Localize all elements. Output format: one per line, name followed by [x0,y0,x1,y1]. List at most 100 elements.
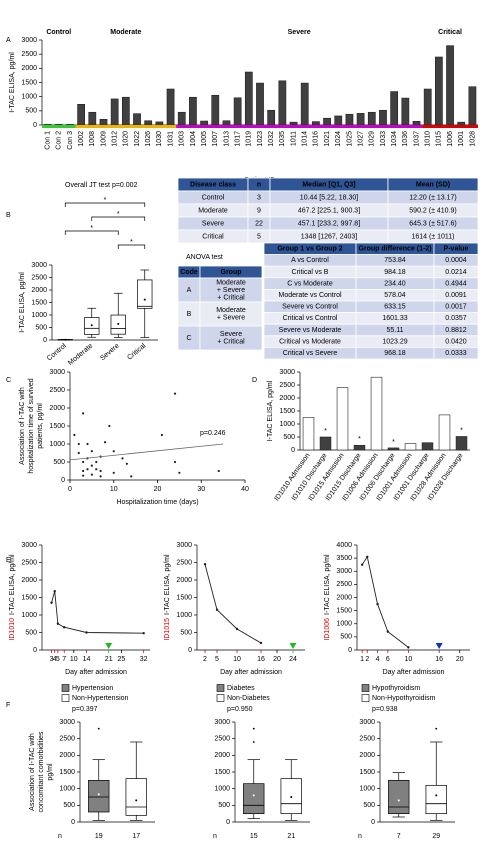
x-tick-label: 1003 [179,131,186,147]
point [82,469,85,473]
significance-mark: * [117,211,120,218]
table-text: 0.0017 [445,304,467,311]
x-tick-label: 16 [435,656,443,663]
n-value: 7 [397,833,401,840]
n-value: 29 [432,833,440,840]
mean [117,322,120,325]
point [173,392,177,395]
x-tick-label: Con 2 [56,131,63,150]
test-annotation: Overall JT test p=0.002 [65,182,138,189]
bar [336,387,349,451]
y-tick-label: 1000 [49,441,65,448]
table-text: 753.84 [384,257,406,264]
point [407,646,410,649]
point [95,460,98,464]
bar [189,96,197,126]
y-tick-label: 2500 [31,274,47,281]
legend-label: Hypertension [72,685,113,692]
y-tick-label: 1500 [21,594,37,601]
mean [64,338,67,341]
table-text: 457.1 [233.2, 997.8] [298,220,360,227]
bar [121,96,130,126]
x-tick-label: 40 [241,486,249,493]
point [90,464,93,467]
n-value: 21 [287,833,295,840]
group-label: Control [46,29,71,36]
x-tick-label: 1013 [223,131,230,147]
point [95,468,98,471]
table-header: Code [180,269,198,276]
y-tick-label: 2000 [21,65,37,72]
y-tick-label: 500 [35,324,47,331]
x-tick-label: 1007 [212,131,219,147]
table-text: C vs Moderate [287,280,333,287]
x-tick-label: 1014 [302,131,309,147]
y-tick-label: 2000 [279,395,295,402]
y-tick-label: 2500 [214,736,230,743]
y-tick-label: 1500 [176,594,192,601]
point [82,460,85,464]
bar [353,445,366,451]
y-tick-label: 2000 [21,577,37,584]
bar [319,436,332,451]
panel-label: A [6,37,11,44]
y-tick-label: 0 [188,647,192,654]
mean [435,794,438,797]
table-text: Critical [202,233,224,240]
bracket [64,202,146,207]
x-tick-label: 1019 [246,131,253,147]
x-tick-label: 1008 [89,131,96,147]
x-tick-label: 14 [83,656,91,663]
table-text: + Critical [217,294,245,301]
y-tick-label: 1000 [176,612,192,619]
table-text: 1614 (± 1011) [411,233,454,240]
table-text: A vs Control [291,257,329,264]
table-text: 0.8812 [445,327,467,334]
table-text: 645.3 (± 517.6) [409,220,456,227]
point [99,469,102,473]
x-tick-label: 1004 [190,131,197,147]
legend-swatch [216,684,225,692]
y-tick-label: 2500 [359,736,375,743]
x-tick-label: 2 [365,656,369,663]
x-tick-label: 1033 [380,131,387,147]
table-text: Severe [202,220,224,227]
point [90,450,93,453]
y-tick-label: 2000 [31,287,47,294]
x-tick-label: 20 [154,486,162,493]
point [82,412,85,415]
group-label: Severe [288,29,311,36]
y-label-id: ID1015 [164,618,171,641]
x-tick-label: 6 [386,656,390,663]
table-text: 10.44 [5.22, 18.30] [300,194,358,201]
y-tick-label: 2000 [336,594,352,601]
x-tick-label: 1 [360,656,364,663]
x-tick-label: 1036 [402,131,409,147]
y-tick-label: 500 [218,802,230,809]
table-text: 0.4944 [445,280,467,287]
table-text: Severe [220,331,242,338]
x-tick-label: 10 [404,656,412,663]
point [73,433,76,437]
x-tick-label: 1001 [458,131,465,147]
bar [244,71,253,126]
x-tick-label: 5 [56,656,60,663]
y-tick-label: 0 [71,819,75,826]
y-tick-label: 2000 [59,752,75,759]
bar [423,88,432,126]
bar [446,45,454,126]
x-tick-label: 1029 [369,131,376,147]
group-label: Moderate [110,29,141,36]
point [173,460,177,464]
bar [200,120,208,126]
x-tick-label: 1034 [391,131,398,147]
legend-label: Non-Diabetes [227,695,270,702]
x-tick-label: 1006 [447,131,454,147]
table-header: P-value [444,246,469,253]
table-text: A [187,287,192,294]
y-tick-label: 0 [61,477,65,484]
y-tick-label: 3000 [336,568,352,575]
outlier [252,741,255,743]
x-tick-label: 1011 [290,131,297,146]
